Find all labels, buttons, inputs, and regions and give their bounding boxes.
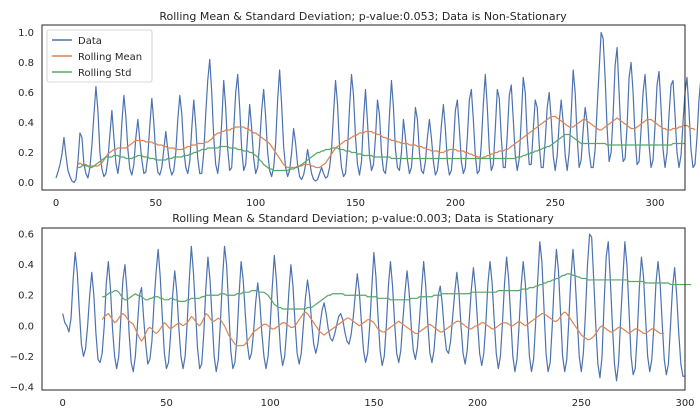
plot-frame xyxy=(41,227,686,391)
chart-title: Rolling Mean & Standard Deviation; p-val… xyxy=(172,212,554,225)
x-tick-label: 100 xyxy=(246,198,265,209)
y-tick-label: 0.8 xyxy=(18,58,34,69)
x-tick-label: 300 xyxy=(675,398,694,409)
legend-label-data: Data xyxy=(78,36,102,47)
x-tick-label: 0 xyxy=(60,398,66,409)
series-line-data xyxy=(55,31,700,184)
x-tick-label: 200 xyxy=(468,398,487,409)
x-tick-label: 50 xyxy=(149,198,162,209)
tick-layer: 0 50 100 150 200 250 300 0.0 0.2 0.4 0.6 0.8 1.0 xyxy=(18,28,664,209)
legend: Data Rolling Mean Rolling Std xyxy=(46,29,153,83)
x-tick-label: 250 xyxy=(572,398,591,409)
legend-box xyxy=(46,29,153,83)
y-tick-label: 0.0 xyxy=(18,321,34,332)
x-tick-label: 300 xyxy=(645,198,664,209)
y-tick-label: 0.4 xyxy=(18,118,34,129)
y-tick-label: −0.4 xyxy=(10,382,34,393)
chart-non-stationary: Rolling Mean & Standard Deviation; p-val… xyxy=(18,10,700,209)
series-line-rolling-std xyxy=(102,273,692,310)
y-tick-label: 0.6 xyxy=(18,230,34,241)
x-tick-label: 250 xyxy=(546,198,565,209)
series-line-rolling-std xyxy=(77,133,685,172)
y-tick-label: −0.2 xyxy=(10,352,34,363)
x-tick-label: 0 xyxy=(53,198,59,209)
y-tick-label: 0.2 xyxy=(18,148,34,159)
series-layer xyxy=(62,233,692,382)
chart-stationary: Rolling Mean & Standard Deviation; p-val… xyxy=(10,212,695,409)
plot-frame xyxy=(41,24,686,191)
chart-title: Rolling Mean & Standard Deviation; p-val… xyxy=(159,10,567,23)
series-line-rolling-mean xyxy=(77,115,696,169)
x-tick-label: 150 xyxy=(364,398,383,409)
series-layer xyxy=(55,31,700,184)
series-line-rolling-mean xyxy=(101,311,665,347)
y-tick-label: 0.6 xyxy=(18,88,34,99)
x-tick-label: 50 xyxy=(160,398,173,409)
y-tick-label: 0.2 xyxy=(18,291,34,302)
legend-label-rolling-std: Rolling Std xyxy=(78,68,131,79)
series-line-data xyxy=(62,233,685,382)
y-tick-label: 0.4 xyxy=(18,260,34,271)
x-tick-label: 150 xyxy=(346,198,365,209)
y-tick-label: 1.0 xyxy=(18,28,34,39)
y-tick-label: 0.0 xyxy=(18,178,34,189)
legend-label-rolling-mean: Rolling Mean xyxy=(78,52,142,63)
x-tick-label: 200 xyxy=(446,198,465,209)
x-tick-label: 100 xyxy=(261,398,280,409)
tick-layer: 0 50 100 150 200 250 300 −0.4 −0.2 0.0 0.2 0.4 0.6 xyxy=(10,230,695,409)
